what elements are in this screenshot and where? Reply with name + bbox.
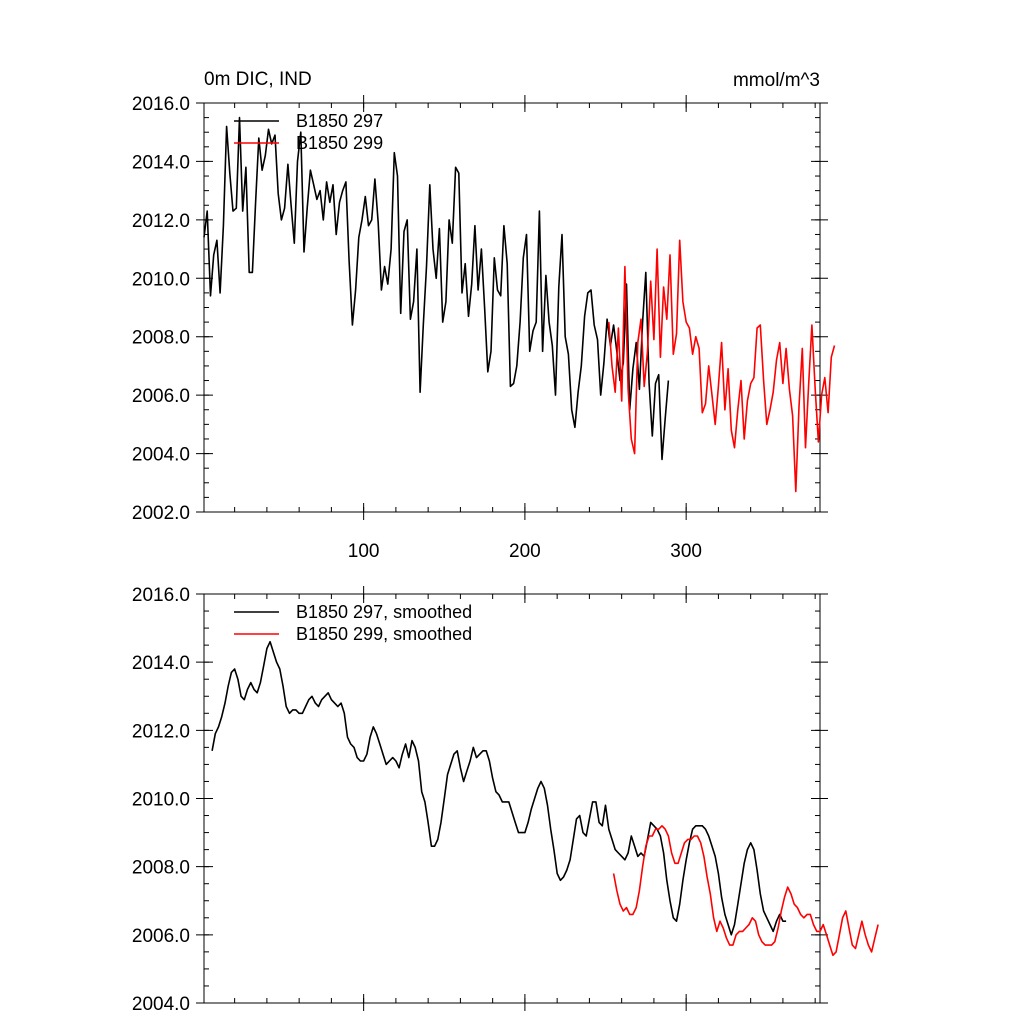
chart1-y-tick-label: 2016.0	[132, 585, 190, 606]
chart0-y-tick-label: 2014.0	[132, 152, 190, 173]
chart0-x-tick-label: 300	[670, 541, 702, 562]
chart0-y-tick-label: 2004.0	[132, 445, 190, 466]
chart1-series-0	[211, 640, 787, 936]
chart1-y-tick-label: 2006.0	[132, 926, 190, 947]
chart1-y-tick-label: 2004.0	[132, 994, 190, 1015]
chart1-legend-label-0: B1850 297, smoothed	[296, 602, 472, 622]
chart0-y-tick-label: 2010.0	[132, 269, 190, 290]
chart0-y-tick-label: 2012.0	[132, 211, 190, 232]
chart0-y-tick-label: 2002.0	[132, 503, 190, 524]
chart0-series-1	[608, 239, 836, 493]
units-label: mmol/m^3	[733, 70, 820, 91]
top-panel: 2002.0 2004.0 2006.0 2008.0 2010.0 2012.0 2014…	[132, 94, 836, 562]
chart1-series-1	[612, 824, 879, 957]
chart0-series-0	[203, 116, 670, 461]
chart0-y-tick-label: 2008.0	[132, 328, 190, 349]
chart0-frame	[203, 102, 821, 513]
chart1-y-tick-label: 2014.0	[132, 653, 190, 674]
chart0-legend-label-1: B1850 299	[296, 133, 383, 153]
chart0-legend-label-0: B1850 297	[296, 111, 383, 131]
chart0-y-tick-label: 2016.0	[132, 94, 190, 115]
chart0-x-tick-label: 200	[509, 541, 541, 562]
bottom-panel: 2004.0 2006.0 2008.0 2010.0 2012.0 2014.0 2016…	[132, 585, 879, 1015]
chart-title: 0m DIC, IND	[204, 69, 312, 90]
chart0-y-tick-label: 2006.0	[132, 386, 190, 407]
chart1-y-tick-label: 2010.0	[132, 790, 190, 811]
chart1-y-tick-label: 2012.0	[132, 721, 190, 742]
chart1-y-tick-label: 2008.0	[132, 858, 190, 879]
chart0-x-tick-label: 100	[348, 541, 380, 562]
chart1-legend-label-1: B1850 299, smoothed	[296, 624, 472, 644]
